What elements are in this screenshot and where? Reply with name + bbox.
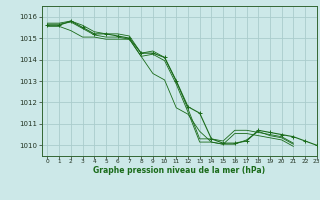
X-axis label: Graphe pression niveau de la mer (hPa): Graphe pression niveau de la mer (hPa): [93, 166, 265, 175]
